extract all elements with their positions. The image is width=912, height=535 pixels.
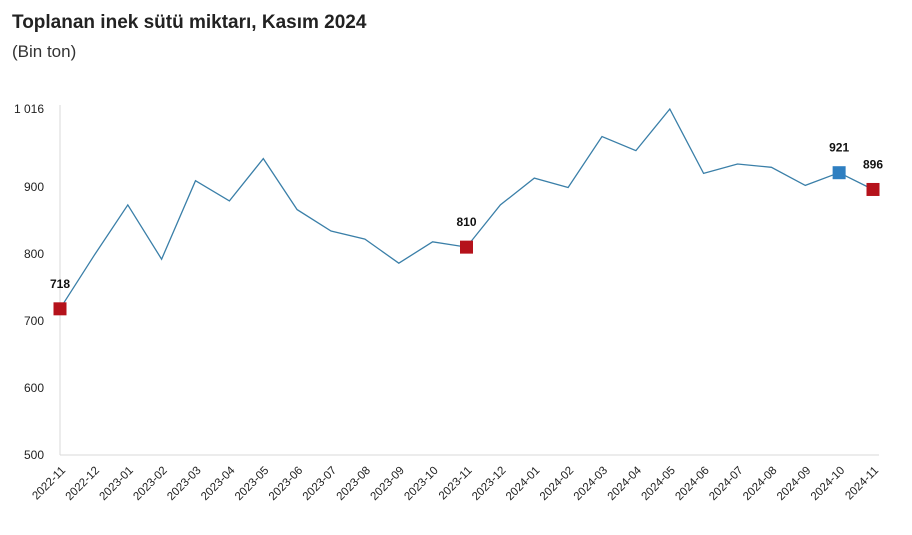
data-labels: 718 810 921 896 (50, 141, 883, 291)
x-tick-label: 2024-01 (504, 465, 542, 503)
y-tick-label: 1 016 (14, 102, 44, 116)
y-tick-label: 500 (24, 448, 44, 462)
y-tick-label: 900 (24, 180, 44, 194)
x-tick-label: 2023-05 (233, 465, 271, 503)
chart-title: Toplanan inek sütü miktarı, Kasım 2024 (12, 12, 367, 33)
x-ticks: 2022-112022-122023-012023-022023-032023-… (30, 464, 881, 503)
x-tick-label: 2024-02 (538, 465, 576, 503)
x-tick-label: 2022-11 (30, 465, 68, 503)
x-tick-label: 2023-11 (437, 465, 475, 503)
x-tick-label: 2023-09 (369, 465, 407, 503)
x-tick-label: 2024-03 (572, 465, 610, 503)
x-tick-label: 2024-04 (606, 464, 645, 503)
x-tick-label: 2023-03 (165, 465, 203, 503)
data-label: 810 (456, 215, 476, 229)
x-tick-label: 2024-07 (707, 465, 745, 503)
x-tick-label: 2023-01 (98, 465, 136, 503)
x-tick-label: 2024-05 (640, 465, 678, 503)
x-tick-label: 2024-09 (775, 465, 813, 503)
highlight-marker (866, 182, 880, 196)
axes (59, 105, 879, 456)
x-tick-label: 2023-10 (402, 465, 440, 503)
series-line (59, 107, 874, 310)
series (59, 107, 874, 310)
x-tick-label: 2023-02 (131, 465, 169, 503)
x-tick-label: 2023-04 (199, 464, 238, 503)
x-tick-label: 2024-08 (741, 465, 779, 503)
highlight-marker (832, 166, 846, 180)
x-tick-label: 2023-07 (301, 465, 339, 503)
x-tick-label: 2024-10 (809, 465, 847, 503)
x-tick-label: 2023-06 (267, 465, 305, 503)
highlight-marker (460, 240, 473, 254)
y-ticks: 500 600 700 800 900 1 016 (14, 102, 44, 462)
data-label: 718 (50, 277, 70, 291)
data-label: 921 (829, 141, 849, 155)
chart-subtitle: (Bin ton) (12, 42, 77, 61)
data-label: 896 (863, 157, 883, 171)
y-tick-label: 600 (24, 381, 44, 395)
x-tick-label: 2024-11 (843, 465, 881, 503)
x-tick-label: 2022-12 (64, 465, 102, 503)
highlight-marker (53, 302, 67, 316)
x-tick-label: 2023-08 (335, 465, 373, 503)
markers (53, 166, 880, 316)
y-tick-label: 700 (24, 314, 44, 328)
x-tick-label: 2024-06 (673, 465, 711, 503)
x-tick-label: 2023-12 (470, 465, 508, 503)
y-tick-label: 800 (24, 247, 44, 261)
